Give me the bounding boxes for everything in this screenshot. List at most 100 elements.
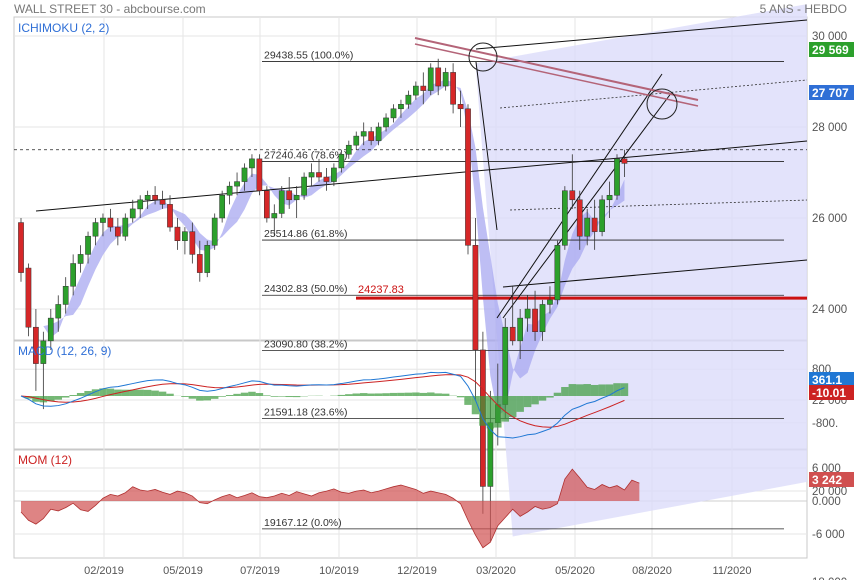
- candle-body: [107, 217, 114, 228]
- x-tick-label: 11/2020: [713, 565, 752, 577]
- macd-histogram-bar: [419, 392, 428, 396]
- candle-body: [204, 245, 211, 273]
- time-range-label[interactable]: 5 ANS - HEBDO: [759, 2, 847, 16]
- candle-body: [547, 299, 553, 305]
- candle-body: [413, 85, 419, 96]
- candle-body: [524, 308, 531, 319]
- macd-histogram-bar: [434, 393, 442, 396]
- x-tick-label: 12/2019: [397, 565, 437, 577]
- macd-histogram-bar: [479, 396, 487, 426]
- candle-body: [576, 199, 583, 237]
- macd-histogram-bar: [427, 392, 435, 396]
- macd-histogram-bar: [568, 384, 577, 396]
- candle-body: [427, 67, 434, 91]
- candle-body: [115, 226, 121, 237]
- x-tick-label: 05/2019: [163, 565, 203, 577]
- pitchfork-median-upper: [499, 79, 808, 109]
- y-tick-label: 30 000: [812, 31, 847, 43]
- macd-histogram-bar: [613, 383, 621, 396]
- candle-body: [174, 226, 181, 242]
- candle-body: [569, 190, 576, 201]
- macd-histogram-bar: [158, 391, 167, 396]
- macd-histogram-bar: [382, 393, 390, 396]
- macd-histogram-bar: [389, 392, 398, 396]
- candle-body: [517, 317, 523, 342]
- macd-histogram-bar: [240, 392, 249, 396]
- candle-body: [278, 190, 285, 214]
- macd-histogram-bar: [99, 388, 107, 396]
- candle-body: [25, 267, 32, 328]
- macd-histogram-bar: [32, 396, 40, 402]
- candle-body: [33, 326, 39, 364]
- candle-body: [360, 131, 367, 137]
- macd-histogram-bar: [181, 396, 189, 397]
- candle-body: [532, 308, 538, 332]
- macd-histogram-bar: [441, 393, 450, 396]
- macd-histogram-bar: [464, 396, 472, 405]
- cloud-value-badge-bg: [809, 85, 854, 100]
- ichimoku-cloud: [21, 79, 625, 416]
- candle-body: [345, 144, 352, 155]
- candle-body: [621, 158, 628, 164]
- macd-histogram-bar: [531, 396, 539, 405]
- candle-body: [420, 85, 427, 91]
- candle-body: [40, 340, 47, 364]
- momentum-line: [20, 468, 640, 549]
- price-layer: 29438.55 (100.0%) 27240.46 (78.6%) 25514.8…: [14, 4, 808, 542]
- candle-body: [226, 185, 233, 196]
- candle-body: [323, 176, 330, 182]
- candle-body: [390, 108, 397, 119]
- y-tick-label: 18 000: [812, 577, 847, 580]
- candle-body: [77, 254, 84, 264]
- pitchfork-zone: [475, 4, 807, 537]
- candle-body: [562, 190, 568, 246]
- macd-histogram-bar: [255, 393, 264, 396]
- support-label: 24237.83: [358, 284, 404, 296]
- candle-body: [137, 199, 144, 210]
- macd-histogram-bar: [203, 396, 211, 401]
- x-tick-label: 03/2020: [476, 565, 516, 577]
- pitchfork-lower: [502, 259, 808, 288]
- macd-histogram-bar: [151, 390, 159, 396]
- candle-body: [85, 235, 91, 255]
- candle-body: [211, 217, 218, 246]
- x-tick-label: 07/2019: [240, 565, 280, 577]
- macd-histogram-bar: [598, 384, 606, 396]
- fib-label: 23090.80 (38.2%): [264, 338, 347, 350]
- trendline-long: [35, 140, 808, 212]
- macd-histogram-bar: [188, 396, 197, 399]
- macd-histogram-bar: [166, 393, 174, 396]
- x-tick-label: 10/2019: [319, 565, 359, 577]
- candle-body: [606, 195, 613, 201]
- resistance-line-bottom: [414, 43, 699, 107]
- candle-body: [159, 199, 166, 205]
- macd-histogram-bar: [84, 390, 92, 396]
- macd-histogram-bar: [24, 396, 33, 399]
- macd-histogram-bar: [270, 396, 279, 397]
- candle-body: [591, 217, 598, 232]
- macd-histogram-bar: [412, 392, 420, 396]
- macd-histogram-bar: [69, 395, 77, 396]
- candle-body: [599, 199, 605, 232]
- candle-body: [264, 190, 270, 219]
- candle-body: [435, 67, 442, 87]
- momentum-value-badge: 3 242: [812, 473, 842, 487]
- momentum-value-badge-bg: [809, 472, 854, 487]
- macd-histogram-bar: [345, 394, 353, 396]
- candle-body: [502, 326, 509, 405]
- fib-label: 27240.46 (78.6%): [264, 150, 347, 162]
- macd-histogram-bar: [352, 393, 360, 396]
- candle-body: [509, 326, 516, 342]
- y-tick-label: 26 000: [812, 213, 847, 225]
- candle-body: [331, 167, 337, 182]
- candle-body: [338, 154, 345, 169]
- macd-line: [20, 371, 625, 439]
- fib-label: 19167.12 (0.0%): [264, 517, 342, 529]
- macd-histogram-bar: [360, 393, 368, 396]
- macd-histogram-bar: [76, 392, 85, 396]
- y-tick-label: -6 000: [812, 529, 845, 541]
- y-tick-label: 20 000: [812, 486, 847, 498]
- candle-body: [219, 195, 226, 219]
- macd-histogram-bar: [136, 389, 144, 396]
